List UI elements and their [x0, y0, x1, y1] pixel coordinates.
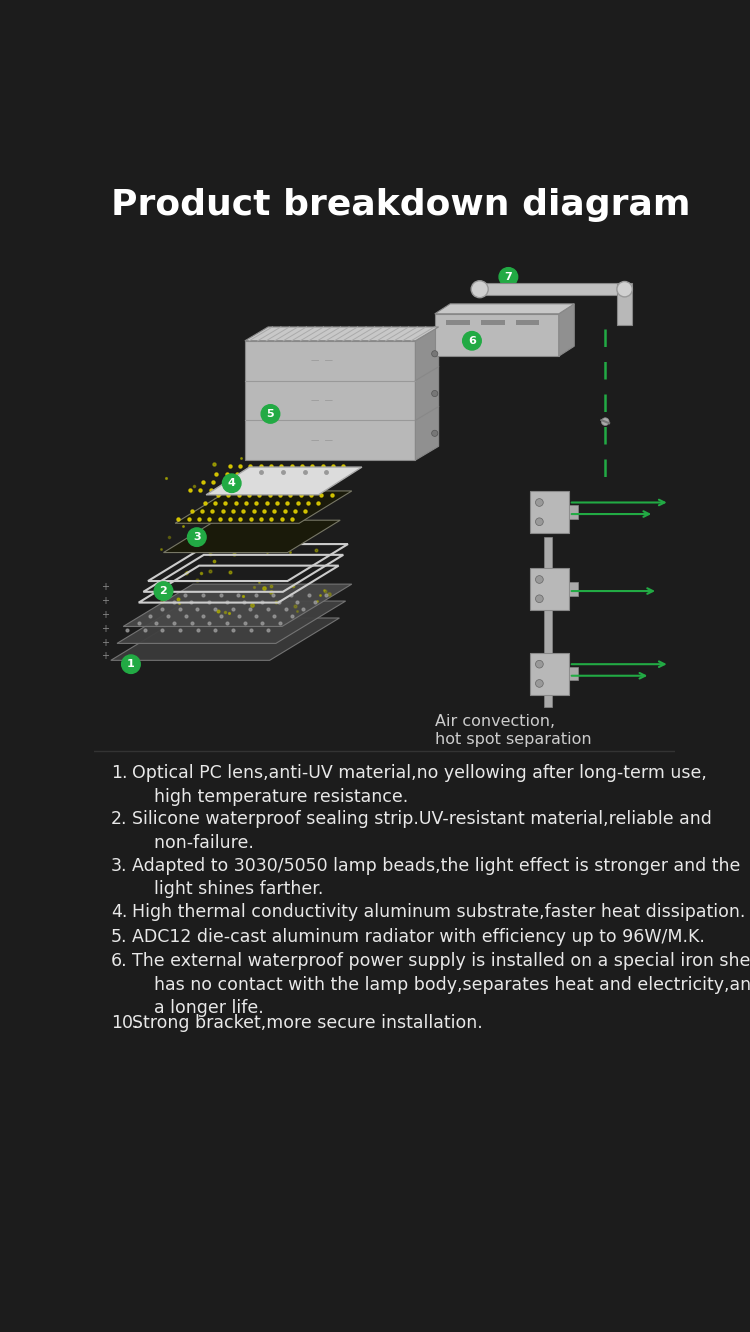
Text: 3: 3 [193, 533, 201, 542]
Circle shape [536, 498, 543, 506]
Text: 6.: 6. [111, 952, 128, 970]
Polygon shape [435, 304, 574, 314]
Text: 1: 1 [127, 659, 135, 669]
Text: ADC12 die-cast aluminum radiator with efficiency up to 96W/M.K.: ADC12 die-cast aluminum radiator with ef… [133, 927, 705, 946]
Circle shape [616, 281, 632, 297]
Polygon shape [175, 492, 352, 523]
Text: 10.: 10. [111, 1014, 138, 1032]
Polygon shape [244, 326, 439, 341]
Text: +: + [100, 610, 109, 619]
Circle shape [261, 405, 280, 424]
Text: 2.: 2. [111, 810, 128, 829]
Text: Optical PC lens,anti-UV material,no yellowing after long-term use,
    high temp: Optical PC lens,anti-UV material,no yell… [133, 765, 707, 806]
Text: High thermal conductivity aluminum substrate,faster heat dissipation.: High thermal conductivity aluminum subst… [133, 903, 746, 920]
Text: +: + [100, 582, 109, 593]
Bar [544, 537, 552, 706]
Text: +: + [100, 623, 109, 634]
Polygon shape [473, 282, 621, 296]
Text: 7: 7 [505, 272, 512, 282]
Polygon shape [416, 326, 439, 460]
Bar [530, 492, 568, 533]
Text: Air convection,
hot spot separation: Air convection, hot spot separation [435, 714, 591, 747]
Bar [516, 320, 539, 325]
Text: 1.: 1. [111, 765, 128, 782]
Circle shape [432, 430, 438, 437]
Text: 2: 2 [160, 586, 167, 595]
Text: The external waterproof power supply is installed on a special iron shell,
    h: The external waterproof power supply is … [133, 952, 750, 1018]
Circle shape [432, 350, 438, 357]
Text: —  —: — — [311, 356, 333, 365]
Text: Product breakdown diagram: Product breakdown diagram [111, 188, 690, 221]
Polygon shape [435, 314, 559, 356]
Bar [446, 320, 470, 325]
Circle shape [536, 595, 543, 602]
Circle shape [471, 281, 488, 297]
Bar [568, 666, 578, 681]
Text: +: + [100, 651, 109, 662]
Polygon shape [616, 282, 632, 325]
Bar [530, 567, 568, 610]
Text: 6: 6 [468, 336, 476, 346]
Circle shape [602, 418, 609, 425]
Circle shape [432, 390, 438, 397]
Circle shape [536, 661, 543, 669]
Text: +: + [100, 638, 109, 647]
Text: —  —: — — [311, 396, 333, 405]
Text: 5.: 5. [111, 927, 128, 946]
Bar [530, 653, 568, 695]
Text: Silicone waterproof sealing strip.UV-resistant material,reliable and
    non-fai: Silicone waterproof sealing strip.UV-res… [133, 810, 712, 852]
Polygon shape [244, 341, 416, 460]
Polygon shape [117, 601, 346, 643]
Text: +: + [100, 595, 109, 606]
Text: Strong bracket,more secure installation.: Strong bracket,more secure installation. [133, 1014, 483, 1032]
Circle shape [536, 679, 543, 687]
Circle shape [499, 268, 517, 286]
Polygon shape [164, 521, 340, 553]
Polygon shape [206, 468, 362, 494]
Text: Adapted to 3030/5050 lamp beads,the light effect is stronger and the
    light s: Adapted to 3030/5050 lamp beads,the ligh… [133, 856, 741, 898]
Circle shape [223, 474, 241, 493]
Text: —  —: — — [311, 436, 333, 445]
Text: 4: 4 [228, 478, 236, 489]
Circle shape [463, 332, 482, 350]
Text: 4.: 4. [111, 903, 128, 920]
Text: 5: 5 [267, 409, 274, 420]
Circle shape [536, 518, 543, 526]
Bar [482, 320, 505, 325]
Polygon shape [123, 585, 352, 626]
Circle shape [536, 575, 543, 583]
Circle shape [122, 655, 140, 674]
Polygon shape [111, 618, 340, 661]
Bar [568, 505, 578, 518]
Circle shape [188, 527, 206, 546]
Circle shape [154, 582, 172, 601]
Text: 3.: 3. [111, 856, 128, 875]
Bar [568, 582, 578, 595]
Polygon shape [559, 304, 574, 356]
